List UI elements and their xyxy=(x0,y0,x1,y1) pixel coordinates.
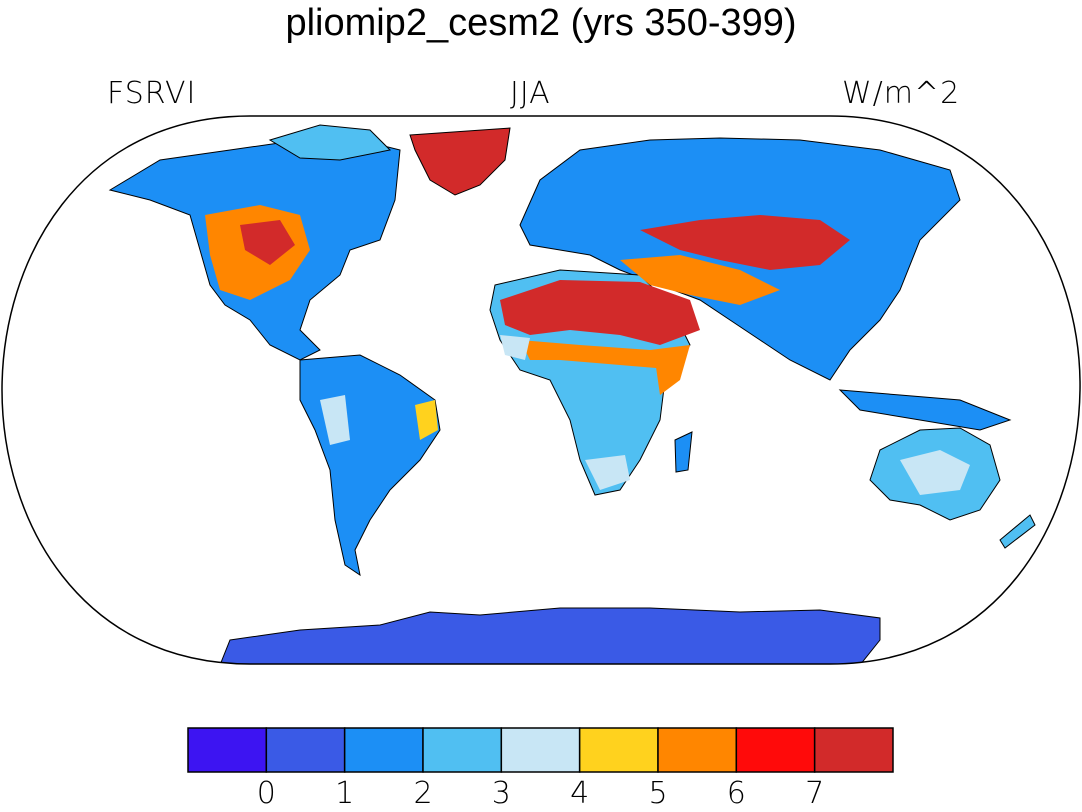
colorbar-box-1 xyxy=(265,727,346,773)
pale-australia xyxy=(900,450,970,495)
land-greenland xyxy=(409,127,511,196)
season-label: JJA xyxy=(510,76,551,111)
warm-central-asia xyxy=(620,255,780,305)
colorbar-box-2 xyxy=(343,727,424,773)
land-madagascar xyxy=(674,431,693,473)
units-label: W/m^2 xyxy=(842,76,961,111)
hot-central-asia xyxy=(640,215,850,270)
colorbar-tick-label: 2 xyxy=(413,776,433,811)
warm-brazil xyxy=(415,400,438,440)
colorbar-box-6 xyxy=(657,727,738,773)
pale-south-africa xyxy=(585,455,630,490)
pale-africa-west xyxy=(500,335,530,360)
warm-sahel xyxy=(520,340,690,370)
land-se-asia xyxy=(838,389,1012,431)
pale-andes xyxy=(320,395,350,445)
warm-east-africa xyxy=(655,345,690,395)
colorbar-tick-label: 6 xyxy=(726,776,746,811)
colorbar xyxy=(187,727,894,773)
land-new-zealand xyxy=(999,514,1036,549)
land-antarctica xyxy=(219,607,881,664)
hot-sahara-arabia xyxy=(500,280,700,345)
colorbar-tick-label: 0 xyxy=(256,776,276,811)
colorbar-box-7 xyxy=(735,727,816,773)
colorbar-box-4 xyxy=(500,727,581,773)
land-arctic-islands xyxy=(268,124,392,161)
colorbar-box-0 xyxy=(187,727,268,773)
colorbar-tick-label: 5 xyxy=(648,776,668,811)
colorbar-tick-label: 1 xyxy=(335,776,355,811)
colorbar-box-3 xyxy=(422,727,503,773)
colorbar-box-8 xyxy=(813,727,894,773)
variable-label: FSRVI xyxy=(107,76,197,111)
map-title: pliomip2_cesm2 (yrs 350-399) xyxy=(285,2,797,44)
colorbar-tick-label: 3 xyxy=(491,776,511,811)
hot-western-us xyxy=(240,220,295,265)
colorbar-tick-label: 7 xyxy=(805,776,825,811)
map-frame xyxy=(1,115,1081,665)
colorbar-tick-label: 4 xyxy=(570,776,590,811)
colorbar-box-5 xyxy=(578,727,659,773)
